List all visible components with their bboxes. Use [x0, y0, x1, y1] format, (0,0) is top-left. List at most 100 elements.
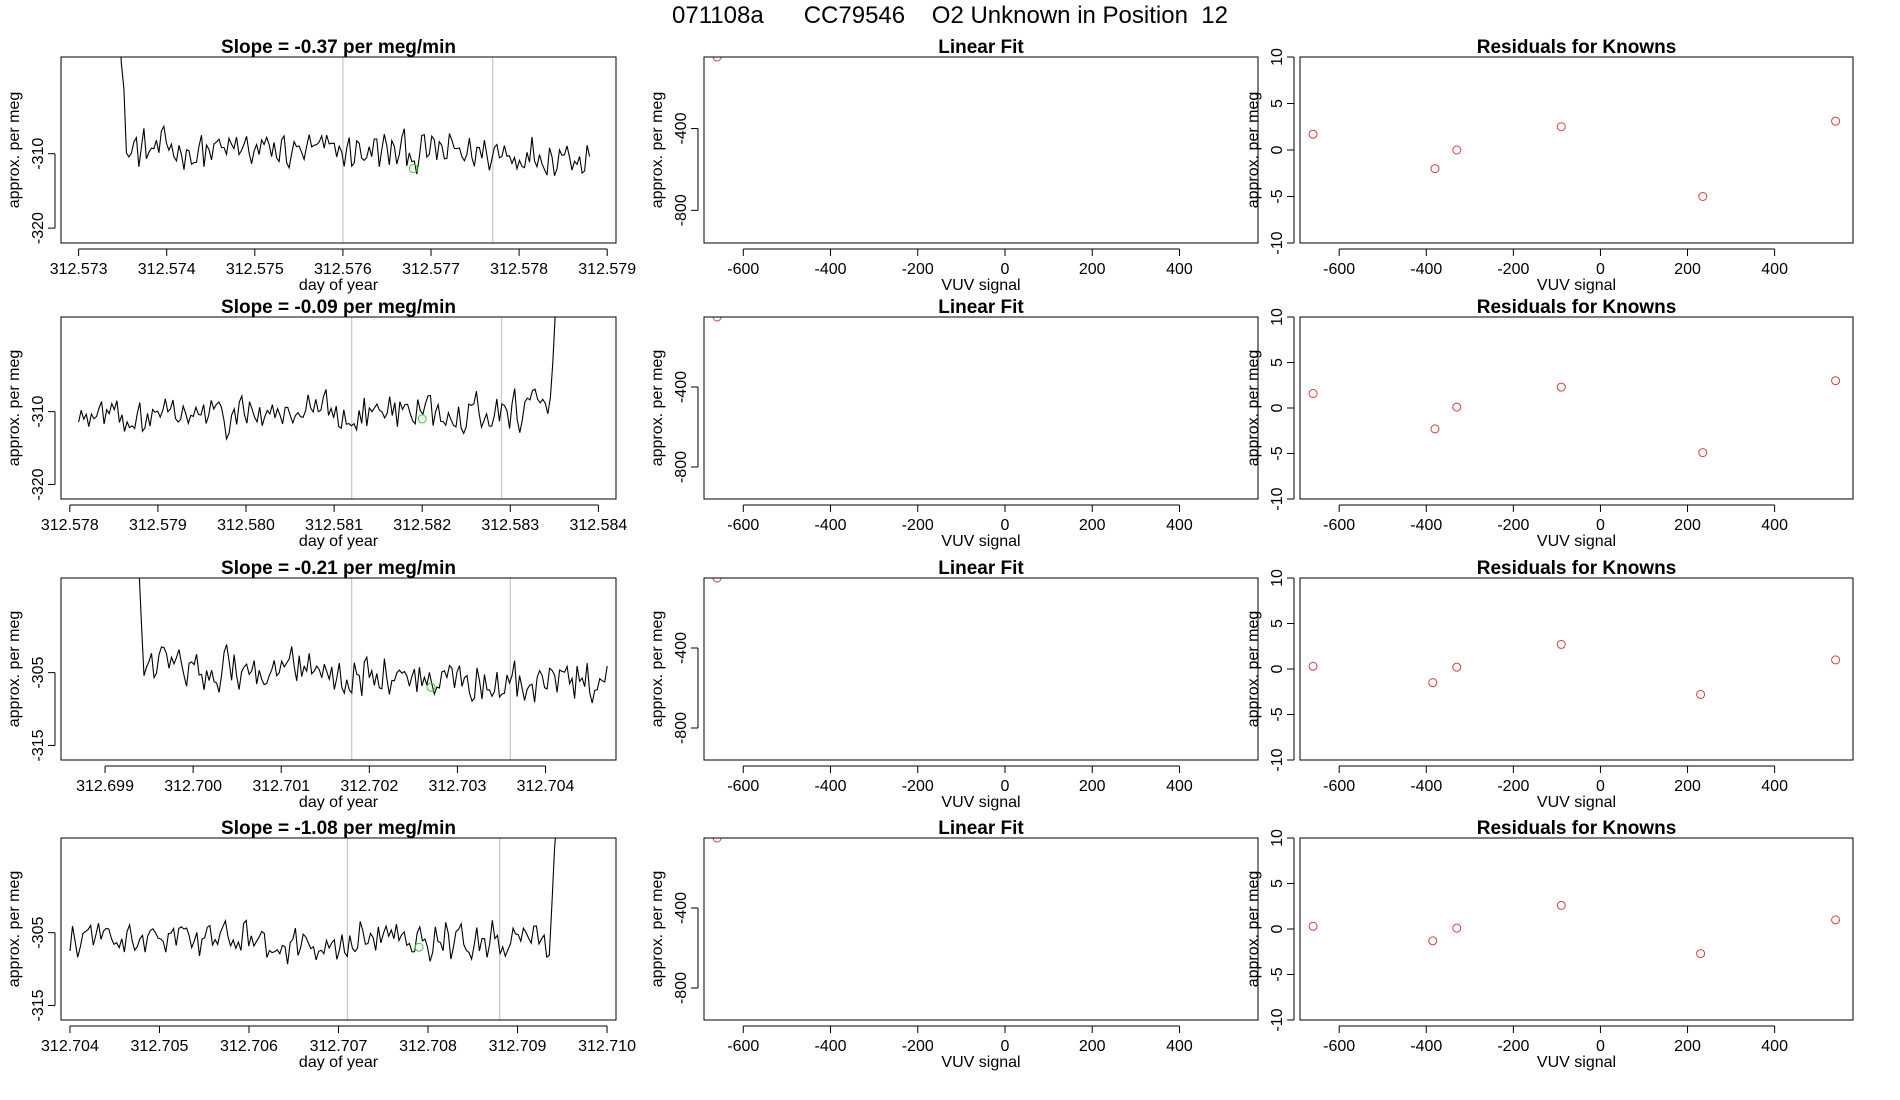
y-tick-label: -310 — [30, 138, 47, 170]
x-tick-label: 400 — [1166, 778, 1193, 795]
y-tick-label: -400 — [673, 112, 690, 144]
x-tick-label: -400 — [1410, 1038, 1442, 1055]
y-axis-label: approx. per meg — [1245, 350, 1262, 467]
x-tick-label: -600 — [1323, 1038, 1355, 1055]
known-point — [1237, 652, 1245, 660]
y-tick-label: -800 — [673, 972, 690, 1004]
plot-area — [1308, 900, 1841, 959]
plot-frame — [703, 837, 1259, 1021]
x-tick-label: 312.708 — [399, 1038, 457, 1055]
y-tick-label: 10 — [1269, 308, 1286, 326]
y-tick-label: -5 — [1269, 707, 1286, 721]
x-tick-label: 312.706 — [220, 1038, 278, 1055]
y-tick-label: 10 — [1269, 569, 1286, 587]
x-tick-label: 400 — [1166, 1038, 1193, 1055]
y-tick-label: -315 — [30, 729, 47, 761]
x-tick-label: -600 — [727, 778, 759, 795]
x-tick-label: -200 — [902, 1038, 934, 1055]
y-tick-label: 5 — [1269, 99, 1286, 108]
y-axis-label: approx. per meg — [6, 611, 23, 728]
x-tick-label: 400 — [1761, 261, 1788, 278]
y-tick-label: 0 — [1269, 403, 1286, 412]
x-tick-label: -600 — [1323, 261, 1355, 278]
known-point — [835, 10, 843, 18]
known-point — [962, 227, 970, 235]
y-tick-label: -305 — [30, 657, 47, 689]
residual-point — [1831, 116, 1841, 126]
plot-area — [712, 578, 722, 583]
x-tick-label: 0 — [1596, 778, 1605, 795]
x-tick-label: 312.581 — [305, 517, 363, 534]
panel-8: Linear Fit VUV signal approx. per meg -600 -… — [649, 652, 1259, 1071]
x-tick-label: 0 — [1001, 778, 1010, 795]
y-tick-label: -320 — [30, 212, 47, 244]
x-tick-label: 200 — [1674, 261, 1701, 278]
x-axis-label: VUV signal — [941, 794, 1020, 811]
x-tick-label: -200 — [1497, 261, 1529, 278]
y-tick-label: 0 — [1269, 145, 1286, 154]
residual-point — [1556, 122, 1566, 132]
known-point — [712, 578, 722, 583]
residual-point — [1698, 448, 1708, 458]
residual-point — [1831, 915, 1841, 925]
plot-frame — [60, 577, 617, 761]
x-tick-label: -200 — [902, 517, 934, 534]
y-tick-label: -305 — [30, 917, 47, 949]
y-axis-label: approx. per meg — [649, 350, 666, 467]
y-tick-label: -800 — [673, 712, 690, 744]
x-tick-label: 312.700 — [164, 778, 222, 795]
x-axis-label: VUV signal — [1537, 1054, 1616, 1071]
x-tick-label: -400 — [814, 261, 846, 278]
x-tick-label: 200 — [1079, 517, 1106, 534]
panel-11: Residuals for Knowns VUV signal approx. pe… — [1245, 558, 1854, 811]
x-axis-label: day of year — [299, 277, 379, 294]
panel-6: Linear Fit VUV signal approx. per meg -600 -… — [649, 177, 1259, 550]
known-point — [1104, 177, 1112, 185]
panel-2: Slope = -0.09 per meg/min day of year appr… — [6, 297, 627, 550]
x-tick-label: 312.703 — [429, 778, 487, 795]
x-tick-label: 312.704 — [41, 1038, 99, 1055]
plot-frame — [60, 837, 617, 1021]
x-tick-label: 312.702 — [340, 778, 398, 795]
x-tick-label: 0 — [1001, 1038, 1010, 1055]
residual-point — [1428, 678, 1438, 688]
y-tick-label: 10 — [1269, 829, 1286, 847]
x-tick-label: 400 — [1166, 261, 1193, 278]
y-axis-label: approx. per meg — [649, 871, 666, 988]
panel-title: Residuals for Knowns — [1477, 818, 1677, 839]
plot-frame — [1299, 316, 1854, 500]
x-tick-label: 312.578 — [41, 517, 99, 534]
y-axis-label: approx. per meg — [6, 350, 23, 467]
x-tick-label: -200 — [1497, 1038, 1529, 1055]
x-tick-label: 0 — [1596, 261, 1605, 278]
plot-area — [1308, 116, 1841, 201]
y-axis-label: approx. per meg — [649, 92, 666, 209]
plot-area — [712, 652, 1245, 843]
panel-1: Slope = -0.37 per meg/min day of year appr… — [6, 37, 636, 294]
x-tick-label: 312.576 — [314, 261, 372, 278]
y-tick-label: -320 — [30, 468, 47, 500]
unknown-point — [414, 942, 424, 952]
panel-4: Slope = -1.08 per meg/min day of year appr… — [6, 818, 636, 1071]
x-axis-label: VUV signal — [941, 533, 1020, 550]
y-tick-label: 5 — [1269, 619, 1286, 628]
x-tick-label: -400 — [814, 778, 846, 795]
plot-area — [712, 177, 1112, 322]
plot-area — [69, 838, 556, 1020]
residual-point — [1308, 921, 1318, 931]
x-tick-label: 312.707 — [310, 1038, 368, 1055]
y-tick-label: -400 — [673, 892, 690, 924]
x-tick-label: 400 — [1761, 778, 1788, 795]
known-point — [962, 748, 970, 756]
panel-title: Slope = -1.08 per meg/min — [221, 818, 456, 839]
residual-point — [1308, 661, 1318, 671]
known-point — [712, 57, 722, 62]
x-tick-label: 312.704 — [517, 778, 575, 795]
panel-9: Residuals for Knowns VUV signal approx. pe… — [1245, 37, 1854, 294]
residual-point — [1698, 192, 1708, 201]
fit-line — [717, 578, 719, 579]
panel-title: Residuals for Knowns — [1477, 297, 1677, 318]
plot-frame — [1299, 56, 1854, 244]
plot-area — [120, 57, 591, 243]
